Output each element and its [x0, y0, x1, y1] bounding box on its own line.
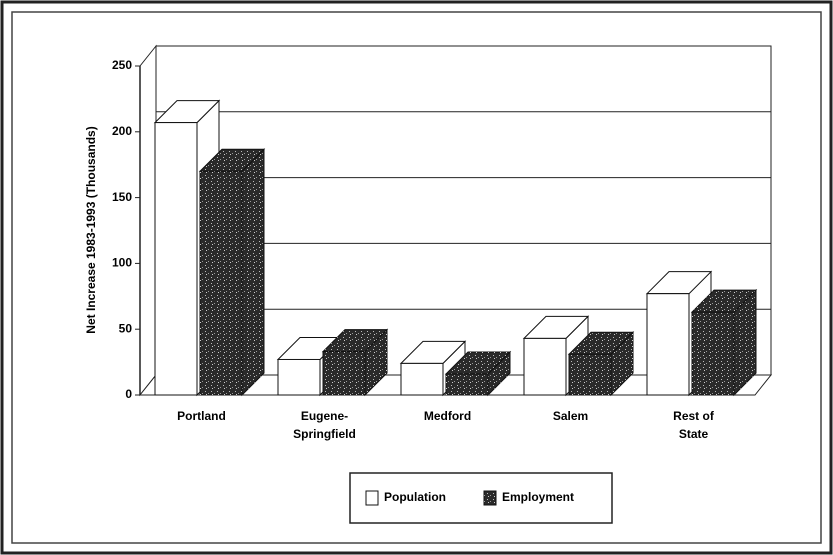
inner-frame	[11, 11, 822, 544]
bar	[154, 122, 198, 396]
bar-texture	[446, 351, 510, 374]
y-tick-label: 150	[112, 190, 132, 204]
bar-texture	[242, 149, 264, 395]
bar-texture	[692, 290, 756, 313]
y-tick-label: 0	[125, 387, 132, 401]
y-tick-label: 250	[112, 58, 132, 72]
bar-texture	[569, 332, 633, 355]
x-tick-label: Eugene-Springfield	[293, 409, 356, 441]
bar-texture	[611, 332, 633, 395]
legend-label: Population	[384, 490, 446, 504]
bar-texture	[569, 354, 611, 395]
x-tick-label: Portland	[177, 409, 226, 423]
x-tick-label: Rest of State	[673, 409, 714, 441]
x-tick-label: Salem	[552, 409, 589, 423]
bar-texture	[323, 329, 387, 352]
legend-box	[349, 472, 613, 524]
y-axis-label: Net Increase 1983-1993 (Thousands)	[84, 126, 98, 333]
bar-texture	[323, 351, 365, 395]
x-tick-label: Medford	[423, 409, 472, 423]
bar-texture	[200, 149, 264, 172]
bar-texture	[446, 373, 488, 395]
y-tick-label: 100	[112, 256, 132, 270]
bar	[400, 362, 444, 396]
y-tick-label: 50	[119, 321, 133, 335]
bar	[523, 337, 567, 396]
side-wall	[139, 44, 157, 397]
bar	[646, 293, 690, 396]
legend-swatch	[365, 490, 379, 506]
bar-texture	[365, 329, 387, 395]
bar-texture	[734, 290, 756, 395]
bar-texture	[692, 312, 734, 395]
bar-texture	[488, 351, 510, 395]
bar-texture	[200, 171, 242, 395]
bar	[277, 358, 321, 396]
legend-texture	[484, 491, 496, 505]
legend-label: Employment	[502, 490, 574, 504]
y-tick-label: 200	[112, 124, 132, 138]
